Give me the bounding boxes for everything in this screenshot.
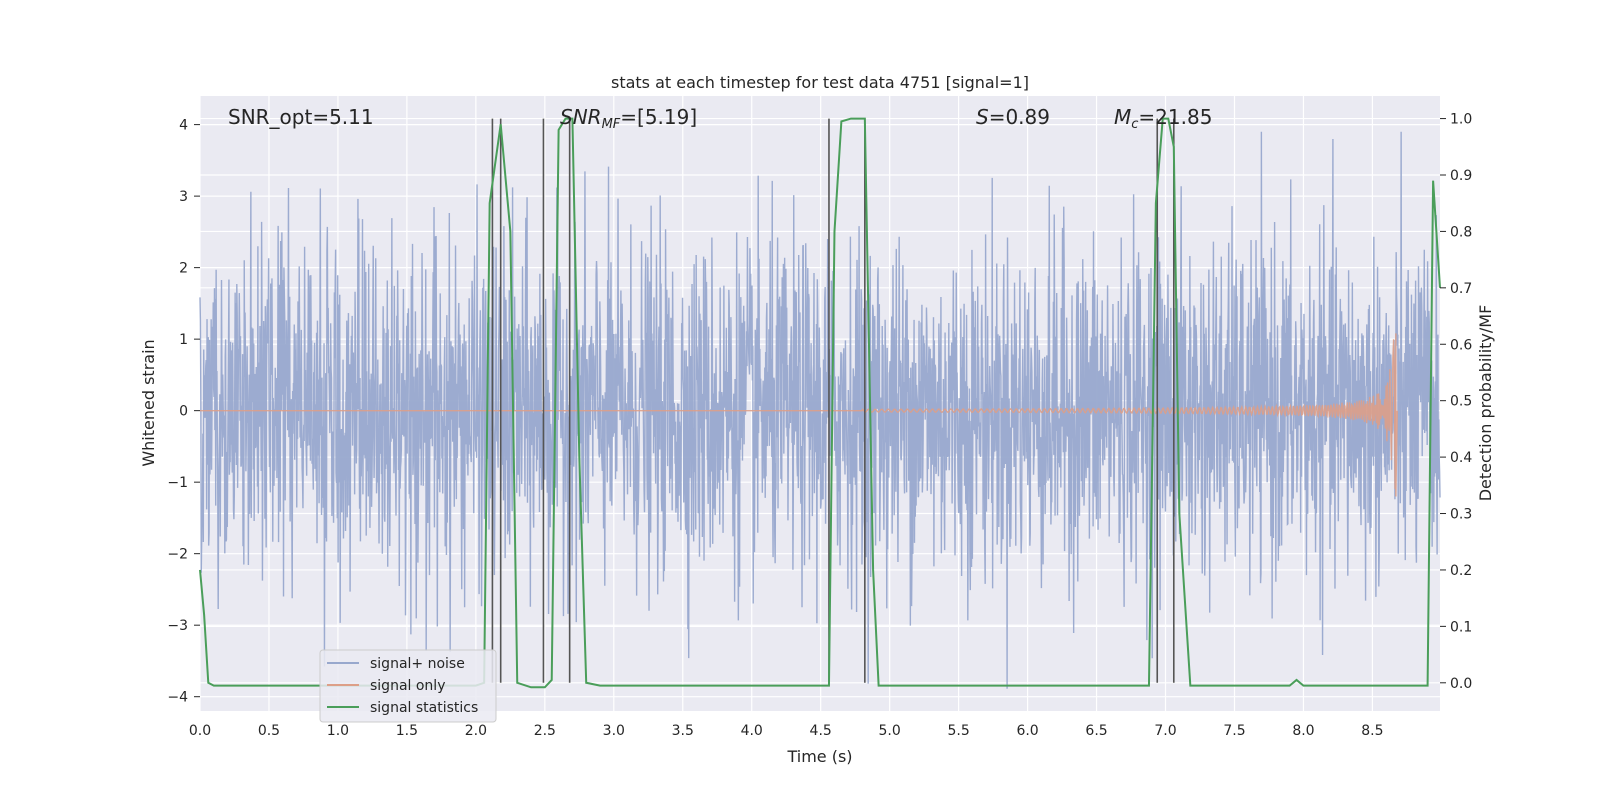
x-tick-label: 6.0 xyxy=(1016,723,1038,739)
y-axis-label-right: Detection probability/MF xyxy=(1476,305,1495,502)
y-tick-label-right: 0.2 xyxy=(1450,563,1472,579)
y-tick-label: 2 xyxy=(179,261,188,277)
annotation-s-rest: =0.89 xyxy=(989,105,1050,129)
x-tick-label: 6.5 xyxy=(1085,723,1107,739)
x-tick-label: 3.0 xyxy=(603,723,625,739)
y-tick-label: −4 xyxy=(167,690,188,706)
signal-series xyxy=(200,333,1398,497)
x-tick-label: 0.0 xyxy=(189,723,211,739)
x-tick-label: 5.5 xyxy=(947,723,969,739)
annotation-mc-rest: =21.85 xyxy=(1138,105,1212,129)
annotation-snr-mf: SNRMF=[5.19] xyxy=(560,105,697,132)
annotation-s: S=0.89 xyxy=(976,105,1050,129)
noise-series xyxy=(199,131,1441,689)
legend-label-noise: signal+ noise xyxy=(370,656,465,672)
x-tick-label: 2.0 xyxy=(465,723,487,739)
y-tick-label: −3 xyxy=(167,618,188,634)
x-tick-label: 4.0 xyxy=(741,723,763,739)
legend-label-stats: signal statistics xyxy=(370,700,478,716)
legend-box xyxy=(319,649,497,723)
y-tick-label: 4 xyxy=(179,118,188,134)
y-tick-label-right: 0.6 xyxy=(1450,337,1472,353)
x-tick-label: 2.5 xyxy=(534,723,556,739)
y-tick-label: 1 xyxy=(179,332,188,348)
x-tick-label: 8.5 xyxy=(1361,723,1383,739)
annotation-s-main: S xyxy=(976,105,989,129)
x-tick-label: 3.5 xyxy=(672,723,694,739)
annotation-snr-mf-main: SNR xyxy=(560,105,602,129)
statistics-line xyxy=(199,117,1441,689)
annotation-mc-sub: c xyxy=(1131,117,1138,132)
y-tick-label-right: 0.5 xyxy=(1450,394,1472,410)
y-tick-label-right: 0.9 xyxy=(1450,168,1472,184)
x-tick-label: 1.0 xyxy=(327,723,349,739)
y-tick-label: 0 xyxy=(179,404,188,420)
y-tick-label-right: 0.7 xyxy=(1450,281,1472,297)
y-tick-label-right: 0.0 xyxy=(1450,676,1472,692)
annotation-mc-main: M xyxy=(1114,105,1131,129)
vertical-lines xyxy=(491,118,1175,683)
x-tick-label: 4.5 xyxy=(810,723,832,739)
annotation-snr-mf-rest: =[5.19] xyxy=(620,105,697,129)
legend: signal+ noise signal only signal statist… xyxy=(319,649,497,723)
y-ticks-left: 4 3 2 1 0 −1 −2 −3 −4 xyxy=(167,118,200,706)
x-tick-label: 1.5 xyxy=(396,723,418,739)
x-tick-label: 8.0 xyxy=(1292,723,1314,739)
x-axis-label: Time (s) xyxy=(786,747,852,766)
y-ticks-right: 1.0 0.9 0.8 0.7 0.6 0.5 0.4 0.3 0.2 0.1 0.0 xyxy=(1440,112,1472,692)
chart-title: stats at each timestep for test data 475… xyxy=(611,73,1029,92)
noise-line xyxy=(199,131,1441,689)
annotation-mc: Mc=21.85 xyxy=(1114,105,1212,132)
y-tick-label-right: 0.1 xyxy=(1450,619,1472,635)
y-tick-label-right: 0.8 xyxy=(1450,224,1472,240)
x-ticks: 0.0 0.5 1.0 1.5 2.0 2.5 3.0 3.5 4.0 4.5 5.0 5.5 6.0 6… xyxy=(189,723,1384,739)
x-tick-label: 0.5 xyxy=(258,723,280,739)
y-tick-label: 3 xyxy=(179,189,188,205)
annotation-snr-opt: SNR_opt=5.11 xyxy=(228,105,374,129)
annotation-snr-mf-sub: MF xyxy=(602,117,621,132)
signal-line xyxy=(200,333,1398,497)
x-tick-label: 7.0 xyxy=(1154,723,1176,739)
x-tick-label: 7.5 xyxy=(1223,723,1245,739)
statistics-series xyxy=(199,117,1441,689)
y-tick-label-right: 0.3 xyxy=(1450,507,1472,523)
y-tick-label: −1 xyxy=(167,475,188,491)
y-tick-label-right: 1.0 xyxy=(1450,112,1472,128)
y-axis-label: Whitened strain xyxy=(139,339,158,466)
y-tick-label-right: 0.4 xyxy=(1450,450,1472,466)
legend-label-signal: signal only xyxy=(370,678,445,694)
y-tick-label: −2 xyxy=(167,547,188,563)
x-tick-label: 5.0 xyxy=(879,723,901,739)
